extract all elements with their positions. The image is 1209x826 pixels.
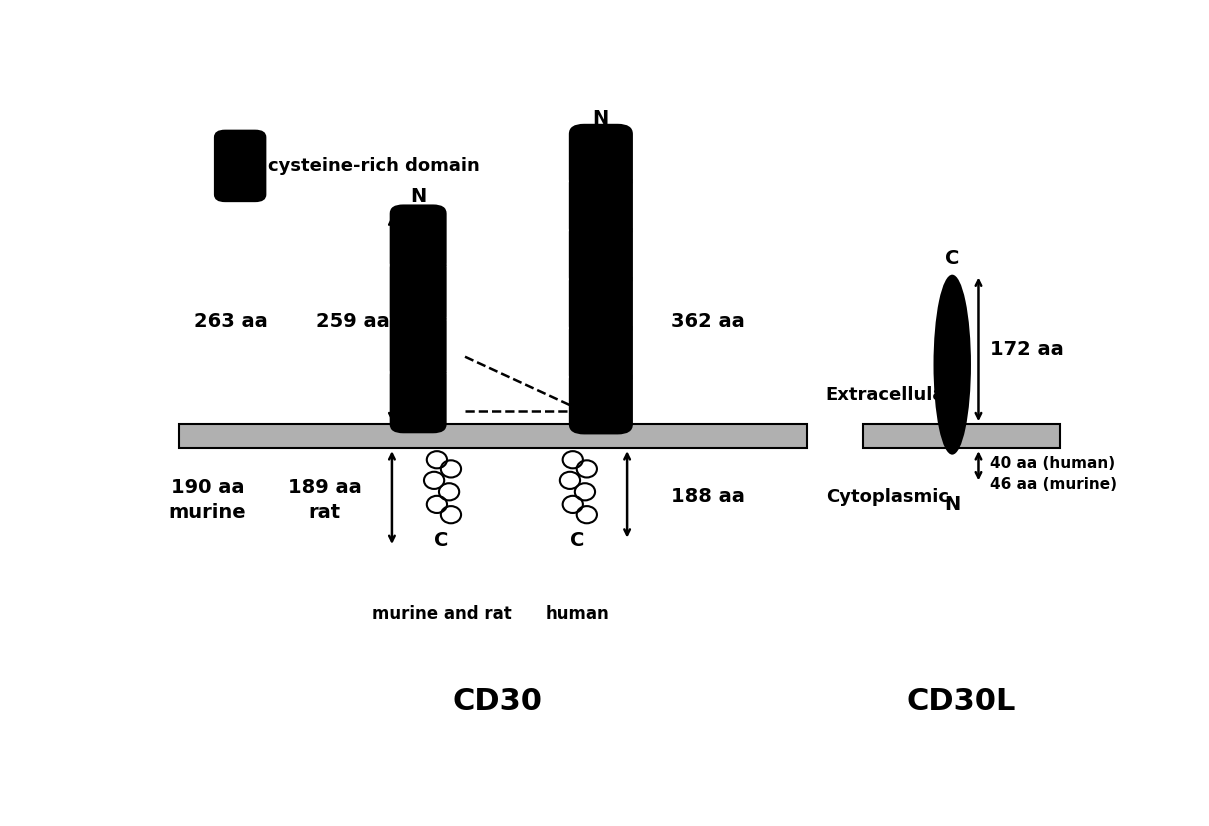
FancyBboxPatch shape xyxy=(568,124,634,190)
Text: C: C xyxy=(434,531,449,550)
Text: N: N xyxy=(410,187,427,206)
Text: 362 aa: 362 aa xyxy=(671,312,745,331)
Text: Cytoplasmic: Cytoplasmic xyxy=(826,487,949,506)
Text: 172 aa: 172 aa xyxy=(990,339,1064,358)
Text: N: N xyxy=(944,495,960,514)
FancyBboxPatch shape xyxy=(389,311,446,380)
FancyBboxPatch shape xyxy=(568,320,634,386)
Text: C: C xyxy=(945,249,960,268)
Text: CD30L: CD30L xyxy=(907,687,1017,716)
FancyBboxPatch shape xyxy=(214,130,266,202)
Text: 259 aa: 259 aa xyxy=(316,312,389,331)
Text: 40 aa (human)
46 aa (murine): 40 aa (human) 46 aa (murine) xyxy=(990,456,1117,491)
Text: cysteine-rich domain: cysteine-rich domain xyxy=(268,157,480,175)
Text: murine and rat: murine and rat xyxy=(371,605,511,624)
FancyBboxPatch shape xyxy=(863,424,1060,449)
Text: N: N xyxy=(592,109,609,128)
Text: human: human xyxy=(545,605,609,624)
FancyBboxPatch shape xyxy=(568,221,634,287)
Text: C: C xyxy=(571,531,585,550)
Text: 188 aa: 188 aa xyxy=(671,487,745,506)
FancyBboxPatch shape xyxy=(389,365,446,434)
FancyBboxPatch shape xyxy=(179,424,808,449)
Text: 190 aa
murine: 190 aa murine xyxy=(168,477,247,522)
FancyBboxPatch shape xyxy=(568,173,634,239)
FancyBboxPatch shape xyxy=(389,205,446,273)
Ellipse shape xyxy=(933,275,971,454)
Text: 189 aa
rat: 189 aa rat xyxy=(288,477,361,522)
Text: CD30: CD30 xyxy=(453,687,543,716)
FancyBboxPatch shape xyxy=(568,368,634,434)
Text: 263 aa: 263 aa xyxy=(193,312,267,331)
FancyBboxPatch shape xyxy=(389,258,446,326)
FancyBboxPatch shape xyxy=(568,271,634,336)
Text: Extracellular: Extracellular xyxy=(826,386,954,404)
